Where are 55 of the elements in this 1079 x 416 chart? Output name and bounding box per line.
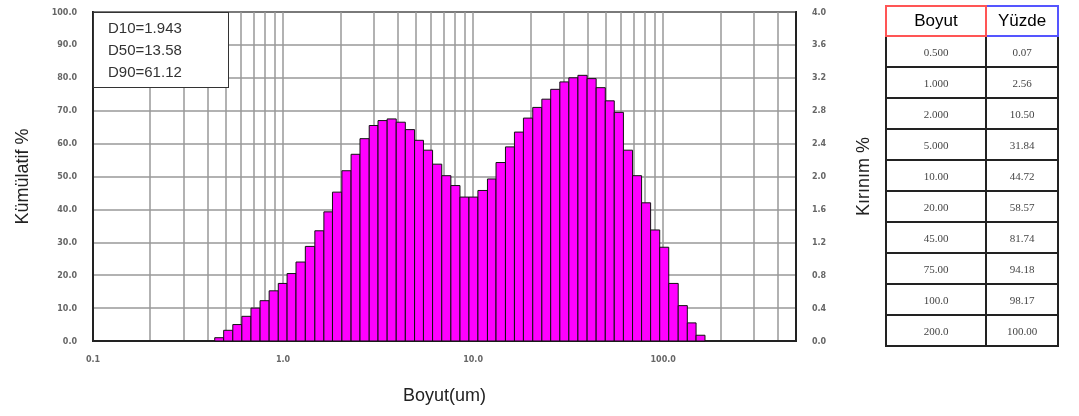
category-label: 5.000 [886,129,986,160]
text: 31.84 [1009,138,1035,151]
y-tick-label: 70.0 [57,106,78,116]
y-tick-label: 100.0 [51,7,78,17]
category-label: 45.00 [886,222,986,253]
text: 58.57 [1009,200,1035,213]
category-label: 2.000 [886,98,986,129]
text: 81.74 [1009,231,1035,244]
y-tick-label: 90.0 [57,40,78,50]
y2-tick-label: 0.4 [812,303,827,313]
y-tick-label: 50.0 [57,172,78,181]
y-tick-label: 40.0 [57,204,78,214]
category-label: 20.00 [886,191,986,222]
y-tick-label: 10.0 [57,303,78,313]
y2-tick-label: 0.8 [812,270,827,280]
x-tick-label: 10.0 [463,354,484,364]
y-tick-label: 60.0 [57,139,78,149]
text: Yüzde [986,6,1058,36]
y2-tick-label: 2.0 [812,172,827,181]
category-label: 0.500 [886,36,986,67]
annotation: D10=1.943 [108,18,183,38]
y-tick-label: 20.0 [57,270,78,280]
y2-tick-label: 1.6 [812,204,827,214]
text: 0.07 [1012,45,1032,58]
text: 94.18 [1009,262,1035,275]
text: 100.00 [1006,324,1038,337]
y2-tick-label: 0.0 [812,336,827,346]
y2-tick-label: 2.4 [812,139,827,149]
category-label: 75.00 [886,253,986,284]
category-label: 100.0 [886,284,986,315]
x-tick-label: 100.0 [650,354,677,364]
category-label: 200.0 [886,315,986,346]
y2-tick-label: 1.2 [812,237,827,247]
y-tick-label: 30.0 [57,237,78,247]
x-axis-title: Boyut(um) [402,385,487,405]
y-tick-label: 80.0 [57,73,78,83]
text: Boyut [886,6,986,36]
annotation: D50=13.58 [108,40,183,60]
x-tick-label: 0.1 [85,354,101,364]
y2-tick-label: 4.0 [812,7,827,17]
x-tick-label: 1.0 [275,354,291,364]
category-label: 1.000 [886,67,986,98]
text: 2.56 [1012,76,1032,89]
category-label: 10.00 [886,160,986,191]
y-axis-title: Kümülatif % [12,128,32,225]
y2-axis-title: Kırınım % [853,136,873,217]
text: 10.50 [1009,107,1035,120]
y-tick-label: 0.0 [62,336,78,346]
y2-tick-label: 3.2 [812,73,827,83]
annotation: D90=61.12 [108,62,183,82]
y2-tick-label: 2.8 [812,106,827,116]
text-box: D10=1.943 D50=13.58 D90=61.12 [93,12,229,88]
y2-tick-label: 3.6 [812,40,827,50]
text: 44.72 [1009,169,1035,182]
text: 98.17 [1009,293,1035,306]
